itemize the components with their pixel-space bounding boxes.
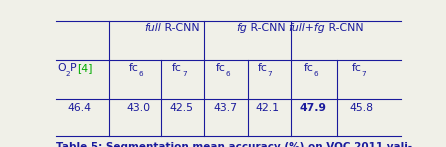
Text: R-CNN: R-CNN — [326, 23, 364, 33]
Text: full: full — [145, 23, 161, 33]
Text: 42.5: 42.5 — [170, 103, 194, 113]
Text: 6: 6 — [226, 71, 231, 77]
Text: fg: fg — [236, 23, 247, 33]
Text: 7: 7 — [362, 71, 366, 77]
Text: P: P — [70, 63, 77, 73]
Text: fc: fc — [172, 63, 182, 73]
Text: fc: fc — [216, 63, 226, 73]
Text: 7: 7 — [182, 71, 186, 77]
Text: R-CNN: R-CNN — [161, 23, 200, 33]
Text: fc: fc — [352, 63, 362, 73]
Text: 47.9: 47.9 — [300, 103, 327, 113]
Text: 43.7: 43.7 — [214, 103, 238, 113]
Text: fc: fc — [257, 63, 267, 73]
Text: fc: fc — [129, 63, 139, 73]
Text: 46.4: 46.4 — [67, 103, 91, 113]
Text: 7: 7 — [267, 71, 272, 77]
Text: Table 5: Segmentation mean accuracy (%) on VOC 2011 vali-: Table 5: Segmentation mean accuracy (%) … — [56, 142, 412, 147]
Text: 6: 6 — [139, 71, 143, 77]
Text: R-CNN: R-CNN — [247, 23, 285, 33]
Text: fc: fc — [303, 63, 313, 73]
Text: O: O — [58, 63, 66, 73]
Text: 6: 6 — [313, 71, 318, 77]
Text: [4]: [4] — [77, 63, 93, 73]
Text: 45.8: 45.8 — [350, 103, 374, 113]
Text: 43.0: 43.0 — [127, 103, 151, 113]
Text: 42.1: 42.1 — [255, 103, 279, 113]
Text: full+fg: full+fg — [289, 23, 326, 33]
Text: 2: 2 — [66, 71, 70, 77]
